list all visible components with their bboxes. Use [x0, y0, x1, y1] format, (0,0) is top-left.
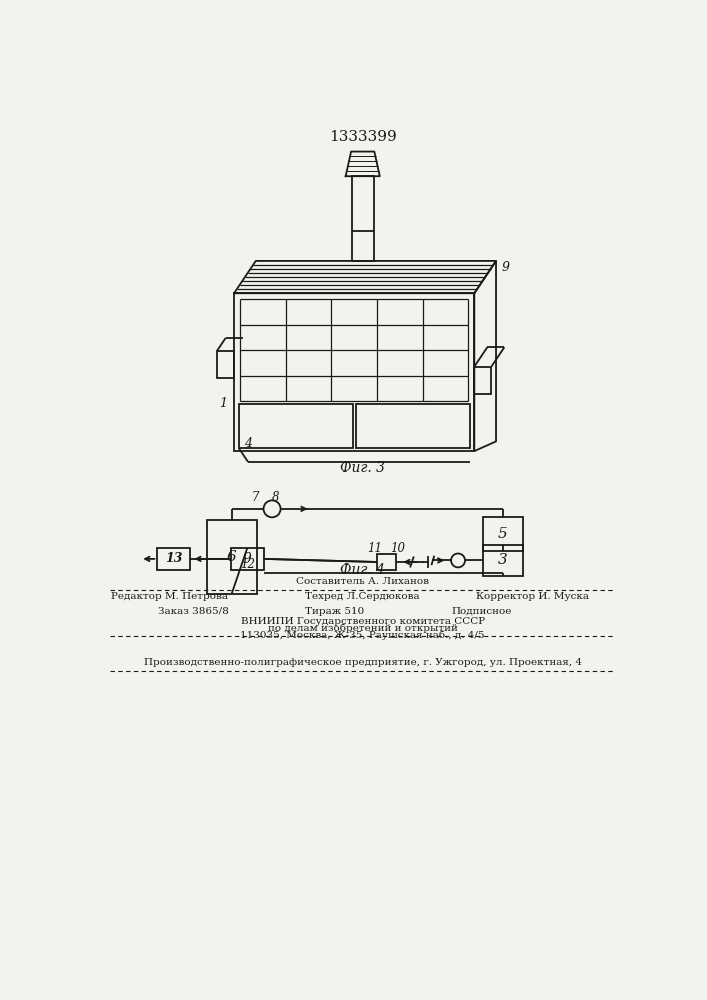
Text: 9: 9: [243, 552, 252, 566]
Bar: [483, 517, 523, 551]
Text: Составитель А. Лиханов: Составитель А. Лиханов: [296, 578, 429, 586]
Text: Производственно-полиграфическое предприятие, г. Ужгород, ул. Проектная, 4: Производственно-полиграфическое предприя…: [144, 658, 582, 667]
Bar: [158, 548, 190, 570]
Text: 1: 1: [219, 397, 227, 410]
Text: Подписное: Подписное: [451, 607, 511, 616]
Text: Тираж 510: Тираж 510: [305, 607, 364, 616]
Text: 12: 12: [240, 558, 255, 571]
Text: ВНИИПИ Государственного комитета СССР: ВНИИПИ Государственного комитета СССР: [240, 617, 485, 626]
Circle shape: [264, 500, 281, 517]
Circle shape: [451, 554, 465, 567]
Text: 11: 11: [367, 542, 382, 555]
Text: Заказ 3865/8: Заказ 3865/8: [158, 607, 229, 616]
Bar: [356, 404, 469, 448]
Bar: [352, 176, 373, 261]
Bar: [239, 404, 353, 448]
Text: 113035, Москва, Ж-35, Раушская наб., д. 4/5: 113035, Москва, Ж-35, Раушская наб., д. …: [240, 630, 485, 640]
Bar: [377, 554, 397, 570]
Bar: [231, 548, 264, 570]
Text: Редактор М. Петрова: Редактор М. Петрова: [111, 592, 228, 601]
Text: Фиг. 4: Фиг. 4: [340, 563, 385, 577]
Text: 9: 9: [501, 261, 509, 274]
Text: по делам изобретений и открытий: по делам изобретений и открытий: [268, 623, 457, 633]
Bar: [206, 520, 257, 594]
Text: Корректор И. Муска: Корректор И. Муска: [476, 592, 589, 601]
Text: 3: 3: [498, 553, 508, 567]
Bar: [483, 545, 523, 576]
Text: 1333399: 1333399: [329, 130, 397, 144]
Text: 6: 6: [227, 550, 237, 564]
Text: 5: 5: [498, 527, 508, 541]
Bar: [217, 351, 234, 378]
Text: 10: 10: [390, 542, 405, 555]
Text: Техред Л.Сердюкова: Техред Л.Сердюкова: [305, 592, 420, 601]
Text: 4: 4: [244, 437, 252, 450]
Text: 13: 13: [165, 552, 182, 565]
Text: 8: 8: [271, 491, 279, 504]
Text: Фиг. 3: Фиг. 3: [340, 461, 385, 475]
Bar: [234, 293, 474, 451]
Bar: [474, 367, 491, 394]
Text: 7: 7: [251, 491, 259, 504]
